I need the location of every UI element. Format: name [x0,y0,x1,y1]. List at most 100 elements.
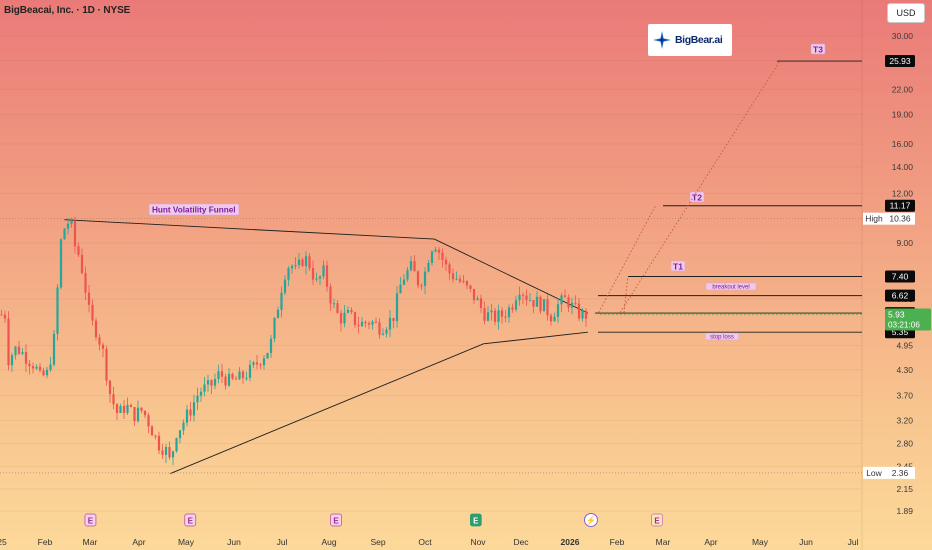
earnings-marker-label: E [333,516,339,525]
candle-body [234,378,238,380]
candle-body [154,435,157,437]
x-tick-label: Feb [38,537,53,547]
currency-button[interactable]: USD [887,3,925,23]
candle-body [311,268,315,280]
x-axis: 25 Feb Mar Apr May Jun Jul Aug Sep Oct Nov Dec 2026 F… [0,537,859,547]
candle-body [581,310,584,319]
level-axis-tag-box [885,289,915,302]
candle-body [297,259,301,266]
candle-body [486,312,490,321]
candle-body [70,220,73,224]
x-tick-label: Jun [799,537,813,547]
y-tick-label: 12.00 [892,188,914,198]
y-tick-label: 3.70 [896,391,913,401]
candle-body [521,294,525,296]
low-value-box [885,466,915,479]
candle-body [469,285,472,289]
level-label-box [689,191,705,203]
high-value: 10.36 [889,214,911,224]
x-tick-label: Aug [321,537,336,547]
candle-body [546,299,549,316]
candle-body [406,270,409,280]
candle-body [395,293,399,322]
candle-body [535,296,539,307]
earnings-marker [330,513,342,527]
candle-body [276,309,280,318]
candle-body [73,220,77,247]
earnings-marker [469,513,482,527]
symbol-title[interactable]: BigBeacai, Inc. · 1D · NYSE [4,5,131,16]
y-tick-label: 4.30 [896,365,913,375]
candle-body [150,426,154,436]
news-marker [583,513,598,527]
candle-body [175,438,178,452]
candle-body [80,254,84,274]
candle-body [539,296,542,312]
candle-body [157,435,161,451]
candle-body [308,256,311,269]
level-axis-tag-box [885,55,915,68]
x-tick-label: Sep [370,537,385,547]
candle-body [126,404,129,413]
candle-body [374,321,378,323]
candle-body [458,278,462,282]
candle-body [318,276,322,279]
candle-body [199,391,203,396]
logo-text: BigBear.ai [675,34,723,46]
candle-body [441,252,444,260]
level-axis-tag: 25.93 [889,56,911,66]
candle-body [231,373,234,379]
projection-line [598,205,656,313]
candle-body [294,265,297,267]
candle-body [192,402,196,416]
candle-body [497,310,500,322]
candle-body [542,299,546,312]
candle-body [332,303,336,305]
level-label: T3 [813,45,823,55]
candle-body [343,312,346,324]
candle-body [525,295,528,301]
candle-body [101,344,105,349]
candle-body [241,371,245,379]
candle-body [360,321,364,327]
candle-body [563,295,567,298]
candle-body [514,300,518,310]
candle-body [136,407,140,422]
y-axis: 30.0026.0022.0019.0016.0014.0012.009.006… [861,0,931,550]
candle-body [7,318,10,366]
candle-body [472,288,476,301]
candle-body [3,314,7,319]
candle-body [465,280,469,286]
candle-body [350,309,353,313]
low-label-box [863,466,885,479]
level-axis-tag-box [885,199,915,212]
x-tick-label: Apr [132,537,145,547]
candle-body [304,256,308,266]
candle-body [430,251,434,263]
candle-body [427,262,430,272]
last-price-box [885,308,931,331]
candle-body [59,239,63,288]
candle-body [434,249,437,252]
candle-body [451,273,455,280]
candle-body [528,300,532,302]
candle-body [392,317,395,322]
candle-body [381,333,385,335]
candle-body [269,338,273,354]
candle-body [66,223,70,229]
candle-body [147,415,150,427]
level-label: stop loss [710,335,734,341]
candle-body [14,346,17,356]
x-tick-label: Dec [513,537,529,547]
candle-body [322,265,325,277]
candle-body [339,312,343,324]
funnel-upper-line [64,219,589,314]
candle-body [577,303,581,319]
candle-body [388,317,392,330]
candle-body [245,377,248,379]
event-markers: E E E E ⚡ E [84,513,663,527]
low-label: Low [866,468,882,478]
candle-body [108,380,112,395]
